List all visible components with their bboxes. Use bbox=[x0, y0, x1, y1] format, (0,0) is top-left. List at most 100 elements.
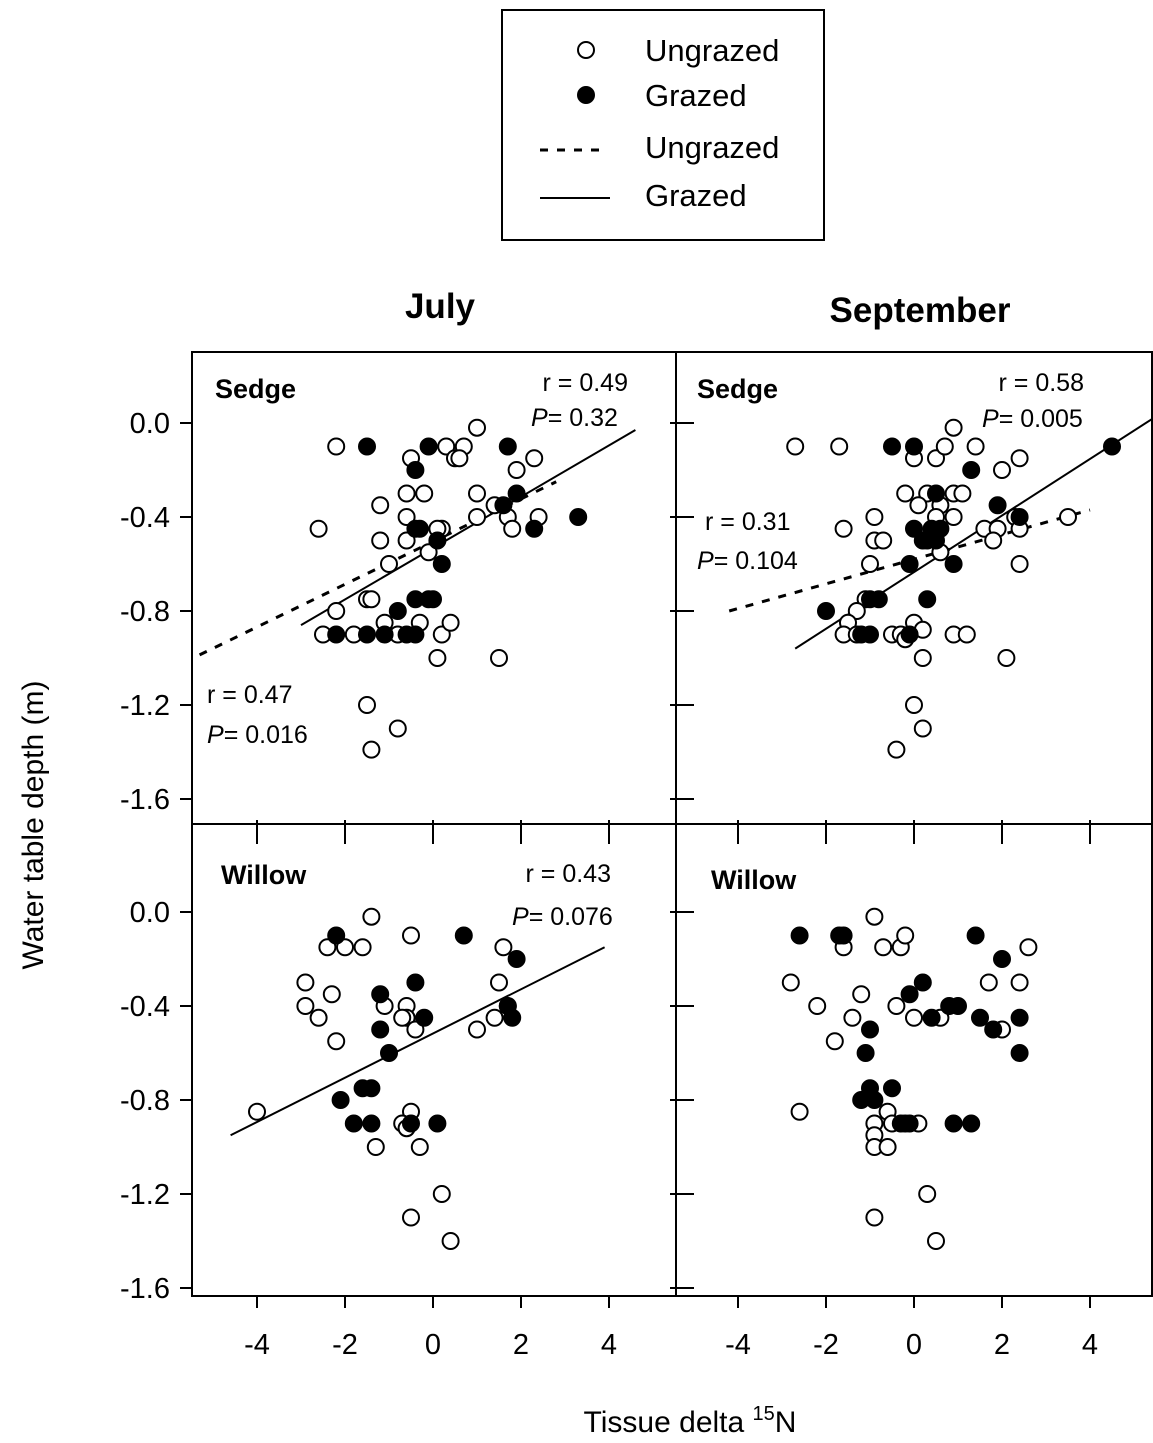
point-grazed bbox=[358, 437, 376, 456]
point-ungrazed bbox=[790, 1102, 809, 1121]
point-grazed bbox=[503, 1008, 522, 1027]
point-ungrazed bbox=[397, 508, 416, 526]
point-ungrazed bbox=[1059, 508, 1077, 526]
point-ungrazed bbox=[388, 719, 407, 738]
point-grazed bbox=[406, 461, 425, 479]
point-ungrazed bbox=[402, 1208, 420, 1227]
x-axis-title: Tissue delta 15N bbox=[584, 1403, 797, 1439]
point-ungrazed bbox=[490, 973, 508, 992]
panel-label-july-willow: Willow bbox=[221, 860, 307, 890]
point-ungrazed bbox=[432, 625, 451, 644]
points-group-july-willow bbox=[248, 907, 526, 1250]
stat-r-july-sedge-ungrazed: r = 0.47 bbox=[207, 681, 292, 709]
point-grazed bbox=[327, 625, 346, 644]
point-ungrazed bbox=[327, 1032, 346, 1051]
point-ungrazed bbox=[979, 973, 998, 992]
point-grazed bbox=[984, 1020, 1003, 1039]
point-grazed bbox=[905, 519, 923, 538]
p-symbol: P bbox=[697, 547, 714, 575]
point-ungrazed bbox=[865, 508, 884, 526]
point-ungrazed bbox=[865, 1208, 884, 1227]
point-grazed bbox=[428, 1114, 447, 1133]
point-grazed bbox=[415, 1008, 434, 1027]
point-grazed bbox=[428, 531, 447, 550]
panel-label-july-sedge: Sedge bbox=[215, 374, 296, 404]
point-ungrazed bbox=[1010, 449, 1029, 468]
point-grazed bbox=[883, 437, 901, 456]
stat-p-value: = 0.104 bbox=[714, 547, 798, 575]
point-ungrazed bbox=[927, 1232, 945, 1250]
point-ungrazed bbox=[997, 649, 1016, 667]
y-tick-label: 0.0 bbox=[130, 897, 170, 929]
x-axis-title-sup: 15 bbox=[753, 1403, 775, 1425]
stat-p-value: = 0.016 bbox=[224, 721, 308, 749]
point-grazed bbox=[962, 1114, 981, 1133]
point-ungrazed bbox=[957, 625, 976, 644]
point-ungrazed bbox=[944, 418, 963, 437]
point-ungrazed bbox=[468, 1020, 486, 1039]
point-ungrazed bbox=[887, 740, 906, 759]
point-ungrazed bbox=[397, 484, 416, 503]
point-ungrazed bbox=[1010, 555, 1029, 573]
point-ungrazed bbox=[913, 719, 932, 738]
point-grazed bbox=[861, 625, 879, 644]
x-axis-title-spacer bbox=[744, 1406, 752, 1439]
y-tick-label: -1.6 bbox=[120, 784, 170, 816]
point-ungrazed bbox=[366, 1138, 385, 1156]
y-tick-label: -0.8 bbox=[120, 1085, 170, 1117]
point-ungrazed bbox=[913, 649, 932, 667]
point-grazed bbox=[331, 1091, 350, 1109]
point-ungrazed bbox=[896, 926, 915, 945]
point-ungrazed bbox=[248, 1102, 266, 1121]
point-grazed bbox=[971, 1008, 989, 1027]
point-ungrazed bbox=[781, 973, 800, 992]
point-ungrazed bbox=[944, 508, 963, 526]
stat-r-july-sedge-grazed: r = 0.49 bbox=[543, 369, 628, 397]
stat-p-value: = 0.005 bbox=[999, 405, 1083, 433]
panel-label-september-sedge: Sedge bbox=[697, 374, 778, 404]
point-ungrazed bbox=[485, 1008, 504, 1027]
point-ungrazed bbox=[336, 938, 354, 957]
point-ungrazed bbox=[905, 696, 923, 714]
point-ungrazed bbox=[834, 519, 853, 538]
point-ungrazed bbox=[309, 519, 328, 538]
point-grazed bbox=[918, 590, 937, 609]
y-tick-label: -0.4 bbox=[120, 991, 170, 1023]
point-ungrazed bbox=[410, 1138, 429, 1156]
legend-label-grazed-points: Grazed bbox=[645, 78, 747, 113]
point-grazed bbox=[362, 1079, 381, 1098]
point-grazed bbox=[371, 985, 390, 1004]
point-ungrazed bbox=[450, 449, 469, 468]
point-grazed bbox=[406, 519, 425, 538]
point-grazed bbox=[869, 590, 888, 609]
fit-line-grazed-july-sedge bbox=[300, 429, 636, 626]
point-ungrazed bbox=[362, 590, 381, 609]
point-grazed bbox=[905, 437, 923, 456]
point-ungrazed bbox=[362, 740, 381, 759]
point-ungrazed bbox=[380, 555, 398, 573]
point-ungrazed bbox=[984, 531, 1003, 550]
point-grazed bbox=[1010, 508, 1029, 526]
stat-p-september-sedge-ungrazed: P= 0.104 bbox=[697, 547, 798, 575]
point-grazed bbox=[507, 950, 526, 968]
y-tick-label: -1.2 bbox=[120, 1179, 170, 1211]
y-axis-title: Water table depth (m) bbox=[17, 681, 50, 970]
legend-open-circle-marker bbox=[577, 41, 595, 59]
legend-label-grazed-fit: Grazed bbox=[645, 178, 747, 213]
point-ungrazed bbox=[1010, 973, 1029, 992]
point-grazed bbox=[988, 496, 1007, 515]
point-ungrazed bbox=[362, 907, 381, 926]
legend-box bbox=[501, 9, 825, 241]
point-ungrazed bbox=[905, 1008, 923, 1027]
x-axis-title-main: Tissue delta bbox=[584, 1406, 745, 1439]
point-grazed bbox=[900, 625, 919, 644]
column-title-july: July bbox=[405, 287, 476, 326]
point-grazed bbox=[944, 555, 963, 573]
point-ungrazed bbox=[415, 484, 434, 503]
point-ungrazed bbox=[327, 602, 346, 620]
x-tick-label: 0 bbox=[425, 1329, 441, 1361]
point-ungrazed bbox=[861, 555, 879, 573]
points-group-september-willow bbox=[781, 907, 1038, 1250]
point-grazed bbox=[817, 602, 835, 620]
point-grazed bbox=[327, 926, 346, 945]
